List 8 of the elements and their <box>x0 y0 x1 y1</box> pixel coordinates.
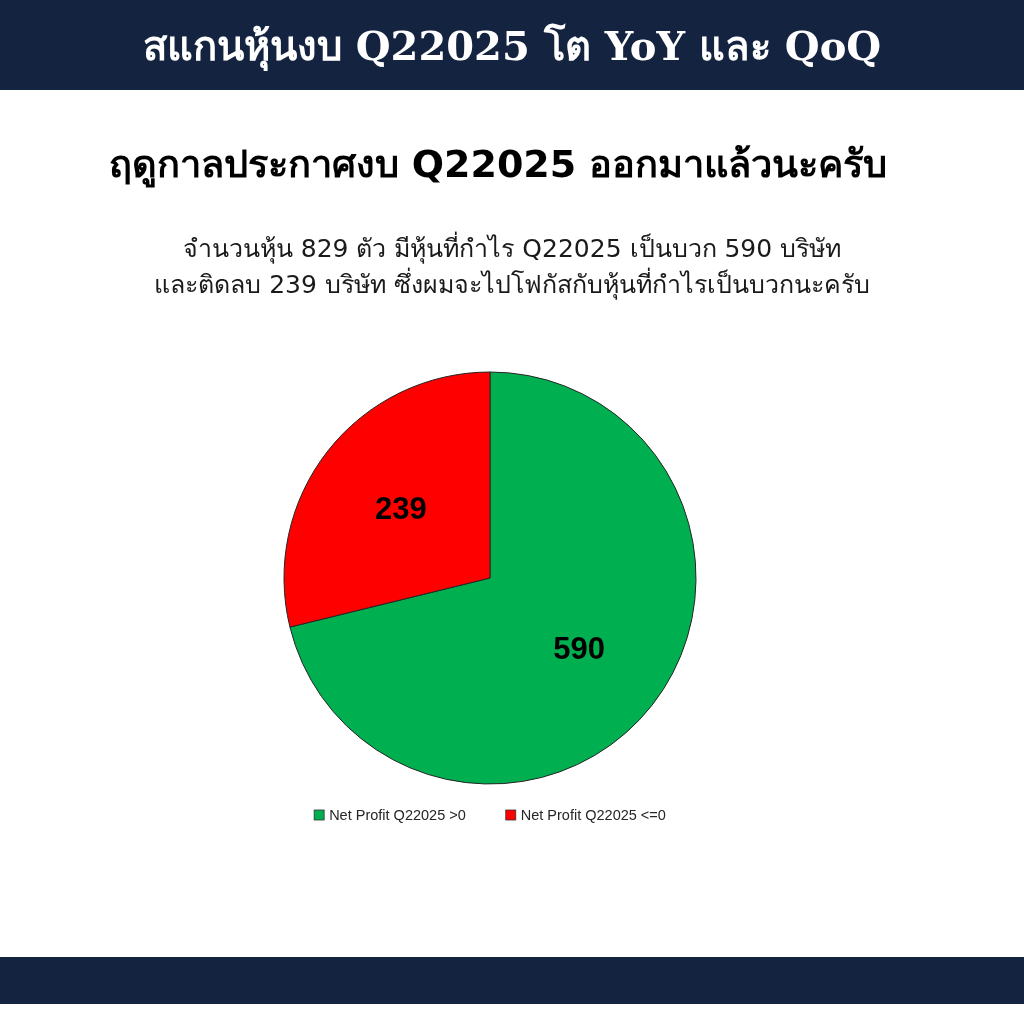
text: และติดลบ 239 บริษัท ซึ่งผมจะไปโฟกัสกับหุ้นที่กำไรเป็นบวกนะครับ <box>154 267 870 300</box>
legend-label: Net Profit Q22025 <=0 <box>520 807 666 823</box>
data-label: 239 <box>374 491 427 527</box>
legend-label: Net Profit Q22025 >0 <box>329 807 466 823</box>
text: จำนวนหุ้น 829 ตัว มีหุ้นที่กำไร Q22025 เป็นบวก 590 บริษัท <box>182 231 842 264</box>
chart-subtitle: ฤดูกาลประกาศงบ Q22025 ออกมาแล้วนะครับ <box>108 142 888 188</box>
chart-title: สแกนหุ้นงบ Q22025 โต YoY และ QoQ <box>142 22 882 72</box>
data-label: 590 <box>553 630 606 666</box>
